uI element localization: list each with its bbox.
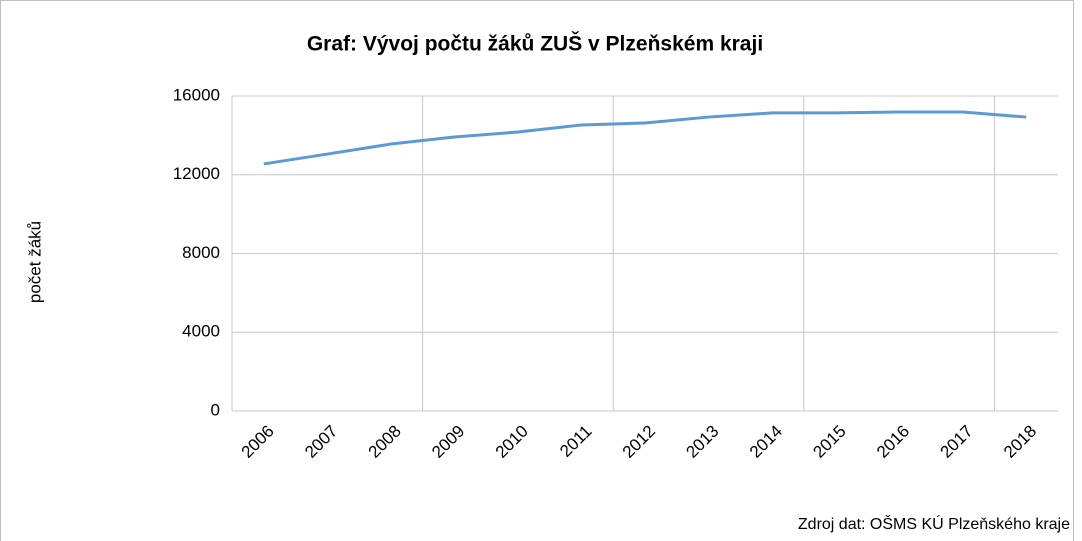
series-line	[263, 110, 1027, 166]
x-tick-label: 2018	[1000, 422, 1040, 462]
x-tick-label: 2016	[873, 422, 913, 462]
x-tick-label: 2017	[937, 422, 977, 462]
x-tick-label: 2008	[365, 422, 405, 462]
y-axis-label: počet žáků	[25, 221, 44, 303]
x-tick-label: 2009	[428, 422, 468, 462]
chart-title: Graf: Vývoj počtu žáků ZUŠ v Plzeňském k…	[307, 32, 763, 56]
x-tick-label: 2014	[746, 422, 786, 462]
y-tick-label: 16000	[173, 85, 220, 104]
x-tick-label: 2015	[809, 422, 849, 462]
x-tick-label: 2007	[301, 422, 341, 462]
y-tick-label: 0	[211, 400, 220, 419]
x-tick-label: 2012	[619, 422, 659, 462]
x-tick-label: 2011	[556, 422, 595, 461]
x-tick-label: 2006	[238, 422, 278, 462]
x-tick-label: 2010	[492, 422, 532, 462]
x-tick-label: 2013	[682, 422, 722, 462]
y-tick-label: 8000	[182, 243, 220, 262]
source-note: Zdroj dat: OŠMS KÚ Plzeňského kraje	[798, 514, 1070, 533]
y-tick-label: 12000	[173, 164, 220, 183]
y-tick-label: 4000	[182, 322, 220, 341]
